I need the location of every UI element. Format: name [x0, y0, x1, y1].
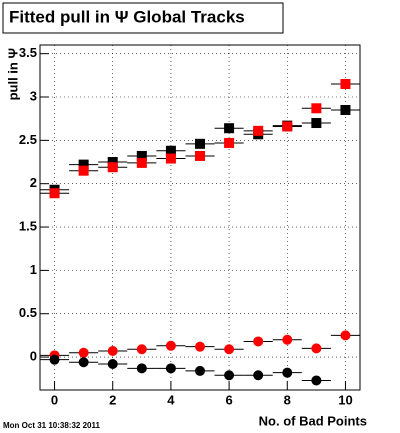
marker: [311, 343, 322, 354]
y-tick-label: 1.5: [19, 218, 37, 233]
marker: [253, 125, 264, 136]
marker: [311, 118, 322, 129]
marker: [195, 138, 205, 149]
marker: [195, 150, 205, 161]
marker: [340, 105, 351, 116]
marker: [107, 162, 118, 173]
marker: [78, 165, 89, 176]
marker: [136, 157, 147, 168]
marker: [165, 363, 176, 374]
x-tick-label: 4: [167, 392, 175, 407]
marker: [165, 340, 176, 351]
marker: [224, 137, 235, 148]
marker: [224, 370, 235, 381]
marker: [136, 150, 147, 161]
chart-title: Fitted pull in Ψ Global Tracks: [9, 7, 245, 26]
y-tick-label: 2: [30, 175, 37, 190]
marker: [136, 363, 147, 374]
marker: [224, 123, 235, 134]
x-tick-label: 10: [338, 392, 352, 407]
plot-frame: [39, 44, 361, 391]
title-box: [2, 2, 284, 34]
y-axis-label: pull in Ψ: [5, 48, 20, 100]
marker: [195, 341, 205, 352]
marker: [282, 121, 293, 132]
marker: [136, 344, 147, 355]
marker: [107, 157, 118, 168]
y-tick-label: 0: [30, 348, 37, 363]
marker: [253, 336, 264, 347]
marker: [165, 145, 176, 156]
marker: [311, 375, 322, 386]
x-tick-label: 8: [284, 392, 291, 407]
marker: [107, 358, 118, 369]
marker: [282, 334, 293, 345]
marker: [49, 354, 60, 365]
marker: [340, 330, 351, 341]
marker: [107, 345, 118, 356]
marker: [78, 357, 89, 368]
y-tick-label: 3.5: [19, 45, 37, 60]
marker: [311, 103, 322, 114]
x-tick-label: 2: [109, 392, 116, 407]
marker: [165, 153, 176, 164]
marker: [78, 159, 89, 170]
marker: [340, 79, 351, 90]
marker: [224, 344, 235, 355]
marker: [49, 188, 60, 199]
x-tick-label: 0: [51, 392, 58, 407]
y-tick-label: 2.5: [19, 132, 37, 147]
marker: [282, 367, 293, 378]
marker: [253, 370, 264, 381]
y-tick-label: 3: [30, 88, 37, 103]
footer: Mon Oct 31 10:38:32 2011: [3, 421, 100, 430]
x-tick-label: 6: [225, 392, 232, 407]
marker: [195, 365, 205, 376]
y-tick-label: 0.5: [19, 305, 37, 320]
x-axis-label: No. of Bad Points: [259, 413, 367, 428]
y-tick-label: 1: [30, 262, 37, 277]
marker: [78, 347, 89, 358]
